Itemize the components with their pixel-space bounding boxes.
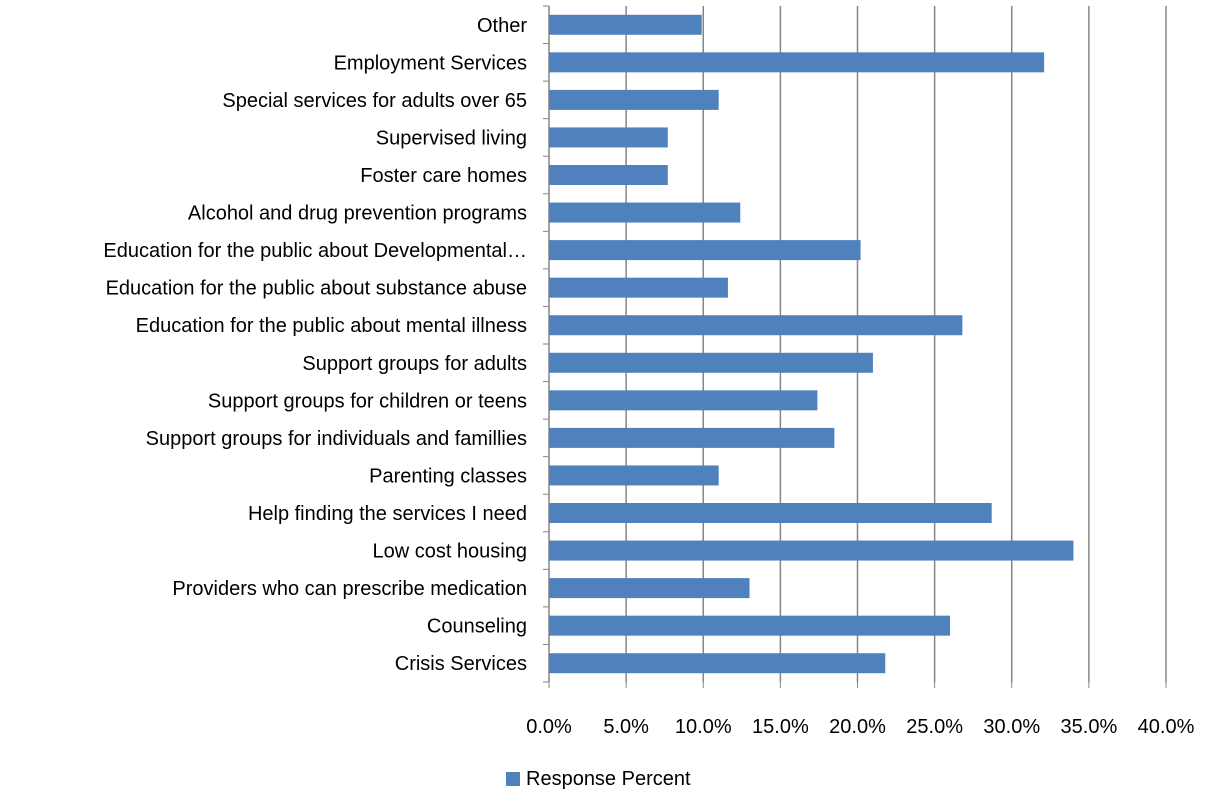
category-label: Counseling bbox=[427, 616, 527, 638]
x-tick-label: 15.0% bbox=[752, 716, 809, 738]
category-label: Alcohol and drug prevention programs bbox=[188, 203, 527, 225]
category-label: Special services for adults over 65 bbox=[222, 90, 527, 112]
category-label: Education for the public about mental il… bbox=[136, 315, 527, 337]
bar bbox=[549, 465, 719, 486]
category-label: Providers who can prescribe medication bbox=[172, 578, 527, 600]
bar bbox=[549, 615, 951, 636]
bar bbox=[549, 315, 963, 336]
bar bbox=[549, 127, 668, 148]
category-label: Supervised living bbox=[376, 127, 527, 149]
category-labels: Other Employment Services Special services… bbox=[103, 15, 527, 675]
category-label: Support groups for adults bbox=[302, 353, 527, 375]
bar bbox=[549, 427, 835, 448]
bar bbox=[549, 202, 741, 223]
category-label: Education for the public about Developme… bbox=[103, 240, 527, 262]
category-label: Low cost housing bbox=[372, 541, 527, 563]
x-tick-labels: 0.0% 5.0% 10.0% 15.0% 20.0% 25.0% 30.0% 35.0% 40… bbox=[526, 716, 1194, 738]
legend-label: Response Percent bbox=[526, 767, 691, 790]
x-tick-label: 10.0% bbox=[675, 716, 732, 738]
bar bbox=[549, 503, 992, 523]
x-tick-label: 40.0% bbox=[1138, 716, 1195, 738]
x-tick-label: 0.0% bbox=[526, 716, 572, 738]
category-label: Parenting classes bbox=[369, 465, 527, 487]
bar bbox=[549, 89, 719, 110]
x-tick-label: 20.0% bbox=[829, 716, 886, 738]
bar bbox=[549, 277, 728, 298]
x-tick-label: 35.0% bbox=[1061, 716, 1118, 738]
bar bbox=[549, 14, 702, 35]
category-label: Other bbox=[477, 15, 527, 37]
category-label: Education for the public about substance… bbox=[106, 278, 527, 300]
legend: Response Percent bbox=[506, 766, 691, 792]
bar bbox=[549, 52, 1045, 73]
x-tick-label: 5.0% bbox=[603, 716, 649, 738]
category-label: Employment Services bbox=[334, 52, 527, 74]
category-label: Help finding the services I need bbox=[248, 503, 527, 525]
bar bbox=[549, 578, 750, 599]
bar bbox=[549, 240, 861, 261]
gridlines bbox=[543, 5, 1167, 688]
x-tick-label: 30.0% bbox=[983, 716, 1040, 738]
x-tick-label: 25.0% bbox=[906, 716, 963, 738]
bars bbox=[549, 14, 1074, 674]
category-label: Foster care homes bbox=[360, 165, 527, 187]
category-label: Crisis Services bbox=[395, 653, 527, 675]
category-label: Support groups for children or teens bbox=[208, 390, 527, 412]
legend-swatch bbox=[506, 772, 520, 786]
bar bbox=[549, 653, 886, 674]
bar bbox=[549, 352, 873, 373]
bar bbox=[549, 540, 1074, 561]
bar bbox=[549, 390, 818, 411]
bar bbox=[549, 165, 668, 185]
category-label: Support groups for individuals and famil… bbox=[146, 428, 527, 450]
